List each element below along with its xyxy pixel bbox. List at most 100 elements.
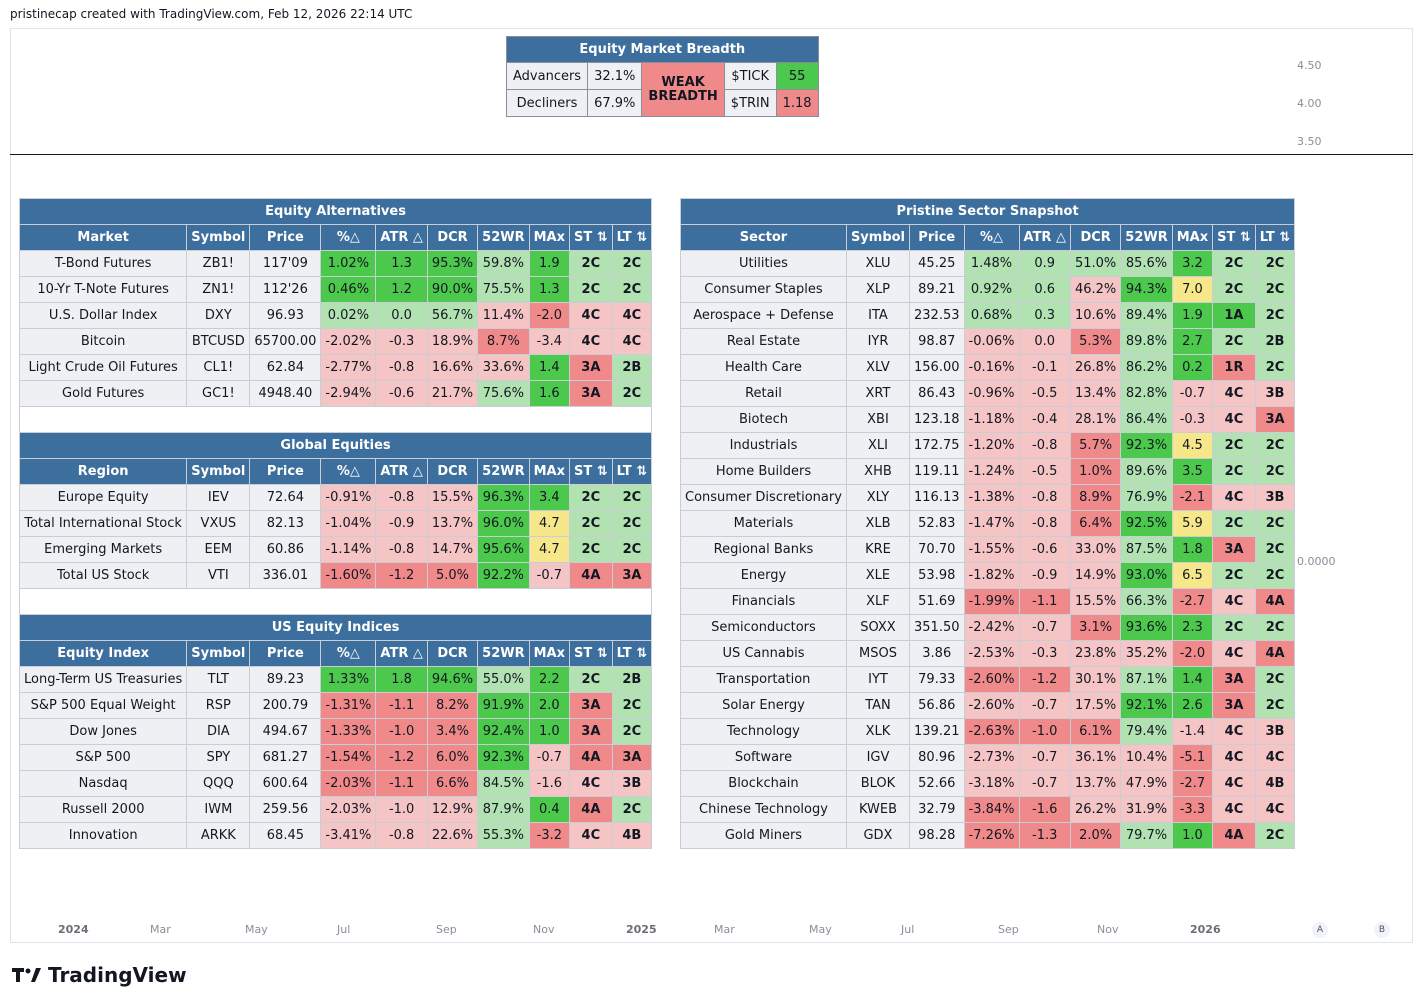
cell-pct-change: -3.41% bbox=[320, 822, 377, 849]
column-header[interactable]: %△ bbox=[320, 640, 377, 667]
column-header[interactable]: 52WR bbox=[477, 224, 530, 251]
column-header[interactable]: 52WR bbox=[477, 458, 530, 485]
cell-dcr: 15.5% bbox=[1069, 588, 1122, 615]
chart-area[interactable] bbox=[10, 28, 1413, 943]
scale-button-a[interactable]: A bbox=[1312, 922, 1328, 938]
column-header[interactable]: Symbol bbox=[186, 458, 251, 485]
column-header-row: Region Symbol Price %△ ATR △ DCR 52WR MAx ST ⇅ LT… bbox=[18, 458, 653, 485]
cell-52wr: 76.9% bbox=[1120, 484, 1173, 511]
cell-pct-change: -1.82% bbox=[963, 562, 1020, 589]
table-row: Regional Banks KRE 70.70 -1.55% -0.6 33.0% 87.… bbox=[680, 536, 1296, 563]
section-title: Equity Alternatives bbox=[18, 198, 653, 225]
column-header[interactable]: ST ⇅ bbox=[1212, 224, 1256, 251]
cell-pct-change: 0.46% bbox=[320, 276, 377, 303]
column-header[interactable]: 52WR bbox=[1120, 224, 1173, 251]
column-header[interactable]: Sector bbox=[680, 224, 847, 251]
column-header[interactable]: Price bbox=[909, 224, 965, 251]
cell-st: 2C bbox=[569, 666, 613, 693]
trin-value: 1.18 bbox=[775, 89, 819, 117]
column-header[interactable]: ATR △ bbox=[1018, 224, 1071, 251]
cell-pct-change: -3.18% bbox=[963, 770, 1020, 797]
cell-price: 86.43 bbox=[909, 380, 965, 407]
cell-price: 336.01 bbox=[249, 562, 322, 589]
cell-name: Solar Energy bbox=[680, 692, 847, 719]
cell-atr-change: 0.6 bbox=[1018, 276, 1071, 303]
cell-st: 4C bbox=[1212, 744, 1256, 771]
cell-atr-change: 1.3 bbox=[375, 250, 428, 277]
cell-max: 1.6 bbox=[528, 380, 571, 407]
cell-lt: 2C bbox=[1254, 614, 1296, 641]
cell-pct-change: -2.77% bbox=[320, 354, 377, 381]
column-header[interactable]: MAx bbox=[528, 458, 571, 485]
column-header[interactable]: DCR bbox=[426, 640, 479, 667]
cell-dcr: 5.3% bbox=[1069, 328, 1122, 355]
cell-atr-change: 0.3 bbox=[1018, 302, 1071, 329]
cell-atr-change: -0.8 bbox=[375, 536, 428, 563]
table-row: Emerging Markets EEM 60.86 -1.14% -0.8 14.7% 9… bbox=[18, 536, 653, 563]
cell-atr-change: -0.8 bbox=[1018, 484, 1071, 511]
time-axis-label: Jul bbox=[901, 923, 915, 936]
cell-52wr: 84.5% bbox=[477, 770, 530, 797]
column-header[interactable]: ATR △ bbox=[375, 224, 428, 251]
column-header[interactable]: LT ⇅ bbox=[611, 640, 653, 667]
cell-max: 1.0 bbox=[528, 718, 571, 745]
column-header[interactable]: Price bbox=[249, 640, 322, 667]
cell-name: Real Estate bbox=[680, 328, 847, 355]
cell-dcr: 17.5% bbox=[1069, 692, 1122, 719]
column-header[interactable]: LT ⇅ bbox=[1254, 224, 1296, 251]
cell-pct-change: 1.48% bbox=[963, 250, 1020, 277]
cell-52wr: 35.2% bbox=[1120, 640, 1173, 667]
column-header[interactable]: ATR △ bbox=[375, 640, 428, 667]
column-header[interactable]: Symbol bbox=[186, 224, 251, 251]
cell-st: 2C bbox=[569, 276, 613, 303]
cell-lt: 2C bbox=[1254, 276, 1296, 303]
column-header[interactable]: Region bbox=[18, 458, 188, 485]
column-header[interactable]: ST ⇅ bbox=[569, 224, 613, 251]
column-header[interactable]: DCR bbox=[1069, 224, 1122, 251]
column-header[interactable]: Market bbox=[18, 224, 188, 251]
pane-divider[interactable] bbox=[10, 154, 1413, 155]
column-header[interactable]: Equity Index bbox=[18, 640, 188, 667]
price-label: 4.00 bbox=[1297, 97, 1322, 110]
cell-atr-change: -0.8 bbox=[375, 354, 428, 381]
cell-st: 4C bbox=[569, 822, 613, 849]
column-header[interactable]: Price bbox=[249, 224, 322, 251]
column-header[interactable]: ST ⇅ bbox=[569, 640, 613, 667]
cell-52wr: 75.6% bbox=[477, 380, 530, 407]
cell-pct-change: 1.02% bbox=[320, 250, 377, 277]
cell-dcr: 1.0% bbox=[1069, 458, 1122, 485]
cell-atr-change: -1.2 bbox=[375, 562, 428, 589]
column-header[interactable]: Price bbox=[249, 458, 322, 485]
column-header[interactable]: DCR bbox=[426, 458, 479, 485]
cell-pct-change: 0.02% bbox=[320, 302, 377, 329]
cell-52wr: 86.2% bbox=[1120, 354, 1173, 381]
column-header[interactable]: %△ bbox=[963, 224, 1020, 251]
cell-dcr: 8.2% bbox=[426, 692, 479, 719]
column-header[interactable]: %△ bbox=[320, 224, 377, 251]
table-row: Aerospace + Defense ITA 232.53 0.68% 0.3 10.6… bbox=[680, 302, 1296, 329]
scale-button-b[interactable]: B bbox=[1374, 922, 1390, 938]
cell-dcr: 6.4% bbox=[1069, 510, 1122, 537]
column-header[interactable]: MAx bbox=[1171, 224, 1214, 251]
cell-st: 2C bbox=[569, 536, 613, 563]
column-header[interactable]: MAx bbox=[528, 224, 571, 251]
column-header[interactable]: DCR bbox=[426, 224, 479, 251]
column-header[interactable]: 52WR bbox=[477, 640, 530, 667]
tradingview-logo[interactable]: TradingView bbox=[12, 963, 187, 987]
column-header[interactable]: %△ bbox=[320, 458, 377, 485]
cell-dcr: 13.4% bbox=[1069, 380, 1122, 407]
column-header[interactable]: LT ⇅ bbox=[611, 458, 653, 485]
column-header[interactable]: LT ⇅ bbox=[611, 224, 653, 251]
cell-dcr: 13.7% bbox=[1069, 770, 1122, 797]
cell-52wr: 91.9% bbox=[477, 692, 530, 719]
cell-price: 65700.00 bbox=[249, 328, 322, 355]
column-header[interactable]: ST ⇅ bbox=[569, 458, 613, 485]
cell-dcr: 16.6% bbox=[426, 354, 479, 381]
cell-price: 232.53 bbox=[909, 302, 965, 329]
column-header[interactable]: ATR △ bbox=[375, 458, 428, 485]
column-header[interactable]: MAx bbox=[528, 640, 571, 667]
cell-price: 139.21 bbox=[909, 718, 965, 745]
column-header[interactable]: Symbol bbox=[845, 224, 911, 251]
column-header[interactable]: Symbol bbox=[186, 640, 251, 667]
tick-value: 55 bbox=[775, 62, 819, 90]
